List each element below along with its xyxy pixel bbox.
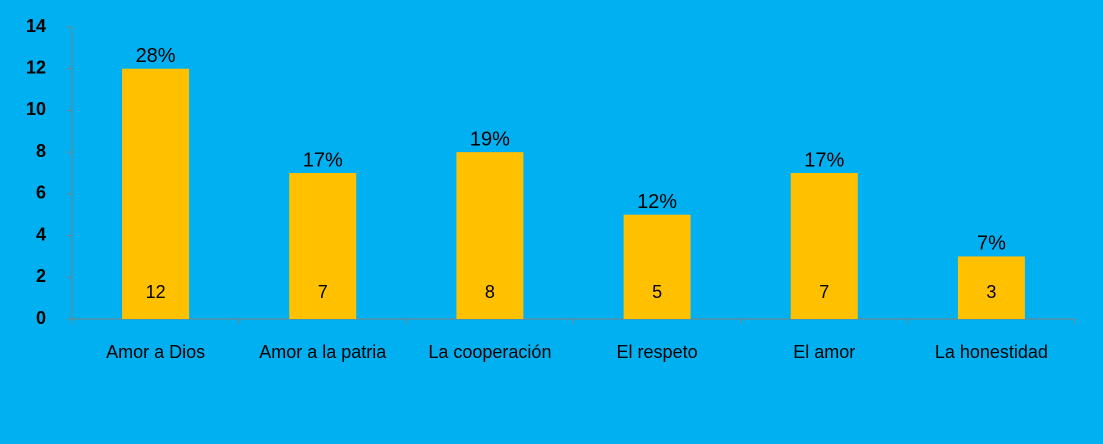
x-tick-label: El respeto xyxy=(616,342,698,362)
percent-label: 17% xyxy=(303,149,343,171)
value-label: 7 xyxy=(819,282,829,302)
x-tick-label: Amor a Dios xyxy=(106,342,206,362)
y-tick-label: 10 xyxy=(26,99,46,119)
y-tick-label: 14 xyxy=(26,16,46,36)
percent-label: 12% xyxy=(637,191,677,213)
bar xyxy=(957,256,1025,319)
bar xyxy=(623,214,691,319)
y-tick-label: 12 xyxy=(26,57,46,77)
percent-label: 19% xyxy=(470,128,510,150)
value-label: 7 xyxy=(318,282,328,302)
percent-label: 7% xyxy=(977,233,1006,255)
value-label: 3 xyxy=(986,282,996,302)
y-tick-label: 8 xyxy=(36,141,46,161)
value-label: 8 xyxy=(485,282,495,302)
bar xyxy=(456,152,524,319)
x-tick-label: La honestidad xyxy=(934,342,1048,362)
bar xyxy=(790,173,858,319)
percent-label: 17% xyxy=(804,149,844,171)
y-tick-label: 4 xyxy=(36,224,46,244)
y-tick-label: 0 xyxy=(36,308,46,328)
value-label: 12 xyxy=(146,282,166,302)
y-tick-label: 2 xyxy=(36,266,46,286)
percent-label: 28% xyxy=(136,45,176,67)
x-tick-label: El amor xyxy=(793,342,856,362)
value-label: 5 xyxy=(652,282,662,302)
x-tick-label: La cooperación xyxy=(428,342,552,362)
bar xyxy=(289,173,357,319)
bar xyxy=(122,68,190,319)
y-tick-label: 6 xyxy=(36,183,46,203)
x-tick-label: Amor a la patria xyxy=(259,342,387,362)
